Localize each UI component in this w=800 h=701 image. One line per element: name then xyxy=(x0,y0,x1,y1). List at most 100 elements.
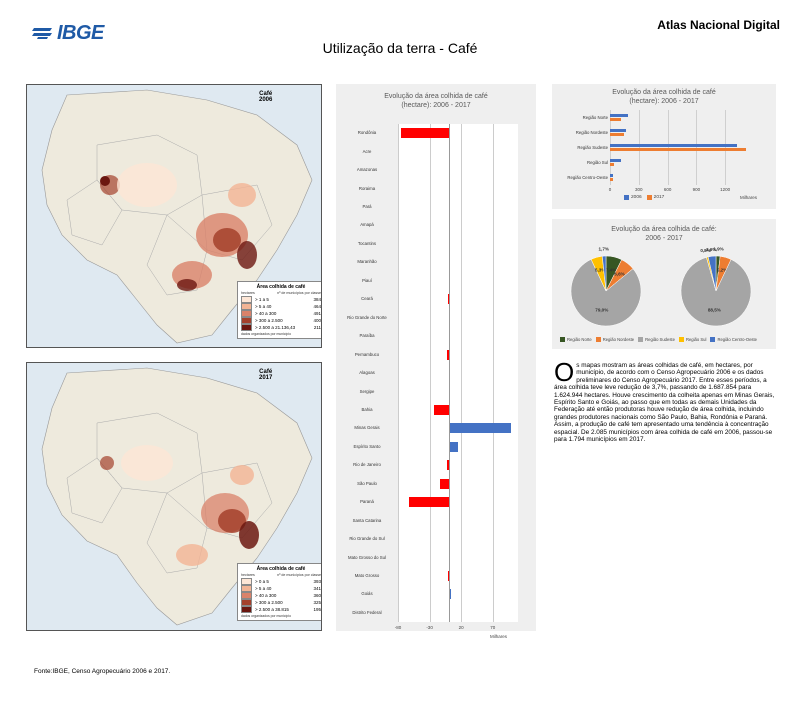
legend-class-label: > 1 a 5 xyxy=(255,297,269,302)
state-category-label: Ceará xyxy=(361,296,373,302)
legend-footer: dados organizados por município xyxy=(241,332,291,336)
legend-class-label: > 5 a 40 xyxy=(255,304,272,309)
legend-class-count: 384 xyxy=(313,297,321,302)
state-plot-area xyxy=(398,124,518,623)
legend-swatch xyxy=(241,310,252,317)
legend-class-count: 341 xyxy=(313,586,321,591)
pie-label: 3,6% xyxy=(706,247,716,252)
map-2006: Café 2006 Área colhida de café hectares n… xyxy=(26,84,322,348)
region-chart-title: Evolução da área colhida de café (hectare… xyxy=(612,89,716,105)
pie-chart-panel: Evolução da área colhida de café: 2006 - … xyxy=(552,219,776,349)
state-bar-negative xyxy=(401,128,449,139)
state-tick-label: -30 xyxy=(426,625,433,631)
region-bar-2017 xyxy=(610,177,614,181)
region-tick-label: 600 xyxy=(663,187,672,192)
legend-class-count: 400 xyxy=(313,318,321,323)
state-category-label: São Paulo xyxy=(357,480,377,486)
legend-swatch xyxy=(241,592,252,599)
state-category-label: Roraima xyxy=(358,185,376,191)
region-bar-2006 xyxy=(610,174,613,178)
state-bar-negative xyxy=(409,497,449,508)
atlas-title: Atlas Nacional Digital xyxy=(657,18,780,32)
state-category-label: Distrito Federal xyxy=(352,609,382,615)
legend-class-count: 393 xyxy=(313,579,321,584)
legend-class-label: > 2.500 a 38.815 xyxy=(255,607,289,612)
state-category-label: Mato Grosso xyxy=(354,573,380,579)
region-xlabel: Milhares xyxy=(740,195,758,200)
legend-class-count: 325 xyxy=(313,600,321,605)
state-bar-negative xyxy=(434,404,449,415)
pie-chart-area: 7,4% 6,6% 79,0% 5,3% 1,7% 1,9% 5,2% 88,5% 0,8% 3,… xyxy=(552,219,776,349)
legend-class-label: > 40 a 300 xyxy=(255,593,277,598)
region-category-label: Região Centro-Oeste xyxy=(567,174,608,180)
state-category-label: Tocantins xyxy=(357,240,377,246)
region-legend-swatch xyxy=(646,195,652,200)
state-bar-negative xyxy=(447,294,449,305)
pie-legend-swatch xyxy=(560,337,565,342)
map-2017-graphic xyxy=(27,363,321,630)
region-legend-label: 2017 xyxy=(653,195,665,200)
state-tick-label: 20 xyxy=(458,625,464,631)
state-gridline xyxy=(492,124,494,623)
legend-title: Área colhida de café xyxy=(256,284,306,290)
region-bar-2017 xyxy=(610,162,615,166)
legend-swatch xyxy=(241,303,252,310)
pie-legend-label: Região Sudeste xyxy=(645,337,675,342)
map-2006-graphic xyxy=(27,85,321,347)
legend-class-label: > 2.500 a 21.136,43 xyxy=(255,325,296,330)
region-bar-2006 xyxy=(610,144,737,148)
state-category-label: Acre xyxy=(362,148,372,154)
state-tick-label: 70 xyxy=(490,625,496,631)
region-bar-2006 xyxy=(610,159,621,163)
state-category-label: Bahia xyxy=(361,406,373,412)
state-category-label: Paraná xyxy=(360,499,374,505)
pie-legend-label: Região Sul xyxy=(685,337,707,342)
pie-label: 1,7% xyxy=(599,247,609,252)
pie-label: 88,5% xyxy=(708,308,721,313)
pie-slice-2006 xyxy=(601,255,607,292)
region-legend-swatch xyxy=(624,195,629,200)
region-legend: 2006 2017 xyxy=(624,195,669,200)
pie-label: 5,2% xyxy=(717,268,727,273)
state-category-label: Pará xyxy=(362,204,372,210)
state-zero-line xyxy=(448,124,450,623)
state-gridline xyxy=(461,124,462,623)
state-category-label: Pernambuco xyxy=(354,351,380,357)
state-bar-negative xyxy=(447,460,449,471)
pie-legend-swatch xyxy=(678,337,684,342)
legend-swatch xyxy=(241,585,252,592)
description-body: s mapas mostram as áreas colhidas de caf… xyxy=(554,362,775,444)
legend-header-right: nº de municípios por classe xyxy=(277,573,321,577)
legend-header-left: hectares xyxy=(241,573,255,577)
state-bar-positive xyxy=(448,589,452,600)
legend-class-count: 195 xyxy=(313,607,321,612)
state-bar-positive xyxy=(448,423,512,434)
state-category-label: Sergipe xyxy=(359,388,375,394)
pie-legend-label: Região Centro-Oeste xyxy=(717,337,758,342)
region-bar-2017 xyxy=(610,117,621,121)
pie-legend-label: Região Norte xyxy=(567,337,592,342)
state-category-label: Alagoas xyxy=(359,370,375,376)
state-category-label: Minas Gerais xyxy=(354,425,380,431)
state-bar-negative xyxy=(446,349,449,360)
ibge-logo-icon xyxy=(32,28,52,39)
state-chart-title: Evolução da área colhida de café (hectare… xyxy=(384,93,488,109)
pie-label: 6,6% xyxy=(614,272,624,277)
legend-class-count: 360 xyxy=(313,593,321,598)
legend-footer: dados organizados por município xyxy=(241,614,291,618)
region-category-label: Região Sudeste xyxy=(577,144,608,150)
source-note: Fonte:IBGE, Censo Agropecuário 2006 e 20… xyxy=(34,668,171,675)
state-category-label: Mato Grosso do Sul xyxy=(348,554,386,560)
pie-slice-2017 xyxy=(680,257,752,327)
map-2006-title: Café xyxy=(259,91,273,97)
state-category-label: Amazonas xyxy=(356,167,378,173)
legend-header-left: hectares xyxy=(241,291,255,295)
legend-class-label: > 5 a 40 xyxy=(255,586,272,591)
state-category-label: Rio de Janeiro xyxy=(353,462,381,468)
state-category-label: Paraíba xyxy=(359,333,375,339)
region-bar-2006 xyxy=(610,129,627,133)
region-bar-2006 xyxy=(610,114,629,118)
legend-class-count: 464 xyxy=(313,304,321,309)
state-category-label: Espírito Santo xyxy=(353,443,381,449)
